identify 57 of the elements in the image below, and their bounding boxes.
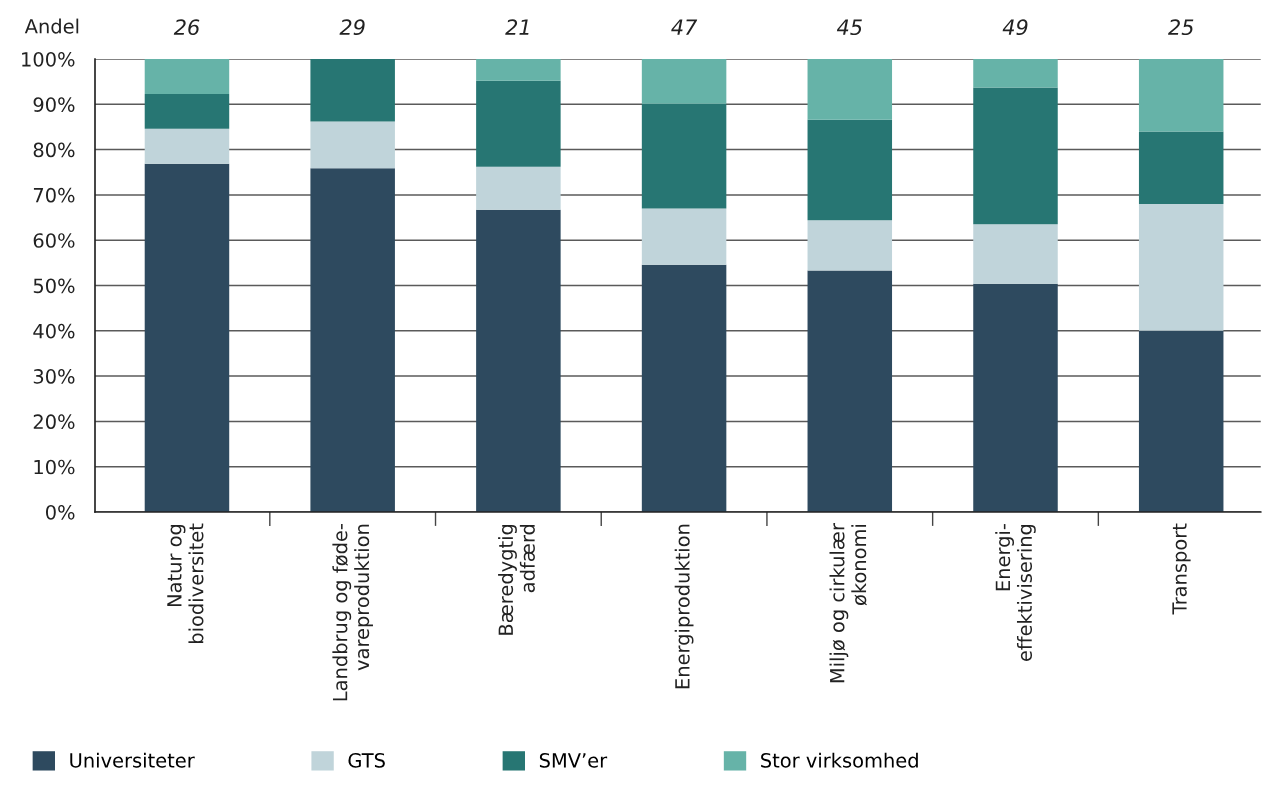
legend-label: SMV’er (539, 753, 608, 768)
y-tick-label: 90% (33, 97, 75, 112)
bar (973, 224, 1058, 284)
text: 47 (671, 19, 698, 35)
y-tick-label: 70% (33, 187, 75, 203)
bar (1138, 131, 1224, 204)
bar (144, 59, 230, 94)
bar (807, 119, 893, 221)
bar (641, 264, 727, 512)
legend-label: GTS (348, 753, 385, 768)
bar (144, 93, 230, 129)
x-tick-label: Energiproduktion (674, 524, 694, 689)
x-tick-label: Natur og biodiversitet (167, 523, 204, 643)
bar (641, 208, 727, 265)
bar (973, 59, 1058, 88)
text: 29 (339, 19, 365, 36)
legend-label: Stor virksomhed (761, 752, 918, 768)
bar (807, 220, 893, 271)
text: 26 (173, 19, 200, 36)
legend-label: Universiteter (70, 752, 195, 768)
x-tick-label: Transport (1172, 523, 1191, 615)
bar (310, 168, 395, 512)
y-tick-label: 20% (33, 414, 75, 430)
y-tick-label: 60% (33, 233, 75, 248)
text: 25 (1168, 19, 1194, 36)
bar (144, 163, 230, 512)
x-tick-label: Bæredygtig adfærd (498, 524, 535, 635)
bar (1138, 203, 1224, 331)
y-tick-label: 0% (45, 504, 75, 520)
bar (476, 80, 561, 167)
text: 45 (836, 19, 862, 36)
bar (310, 59, 395, 122)
y-axis-title: Andel (24, 18, 79, 34)
bar (973, 87, 1058, 225)
y-tick-label: 80% (33, 142, 75, 158)
bar (476, 209, 561, 512)
bar (641, 103, 727, 209)
text: 21 (505, 19, 529, 35)
y-tick-label: 30% (33, 369, 75, 384)
bar (973, 283, 1058, 512)
bar (641, 59, 727, 104)
x-tick-label: Energi- effektivisering (995, 524, 1036, 662)
bar (1138, 330, 1224, 512)
y-tick-label: 100% (22, 51, 75, 67)
y-tick-label: 40% (33, 323, 75, 339)
bar (476, 59, 561, 81)
y-tick-label: 10% (34, 459, 75, 475)
bar (310, 121, 395, 169)
x-tick-label: Landbrug og føde- vareproduktion (332, 524, 373, 701)
bar (144, 128, 230, 164)
x-tick-label: Miljø og cirkulær økonomi (829, 523, 867, 683)
bar (1138, 59, 1224, 132)
bar (807, 270, 893, 512)
bar (807, 59, 893, 120)
text: 49 (1002, 19, 1028, 36)
y-tick-label: 50% (33, 278, 75, 294)
bar (476, 166, 561, 210)
